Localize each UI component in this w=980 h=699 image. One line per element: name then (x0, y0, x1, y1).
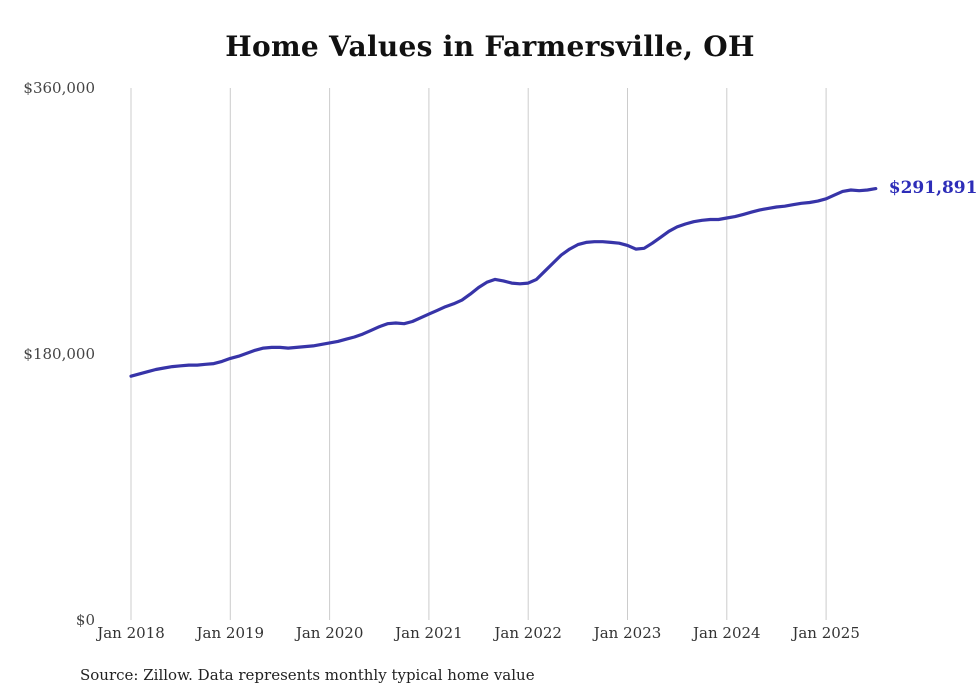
x-tick-label: Jan 2023 (593, 624, 662, 642)
chart-title: Home Values in Farmersville, OH (225, 30, 755, 63)
y-tick-label: $180,000 (23, 345, 95, 363)
x-tick-label: Jan 2024 (693, 624, 761, 642)
x-tick-label: Jan 2025 (792, 624, 860, 642)
y-tick-label: $0 (75, 611, 95, 629)
x-tick-label: Jan 2019 (196, 624, 265, 642)
x-tick-label: Jan 2020 (295, 624, 364, 642)
end-value-label: $291,891 (888, 177, 978, 198)
home-value-line (129, 187, 878, 378)
x-tick-label: Jan 2021 (395, 624, 463, 642)
x-tick-label: Jan 2018 (97, 624, 165, 642)
y-tick-label: $360,000 (23, 79, 95, 97)
source-note: Source: Zillow. Data represents monthly … (80, 666, 535, 684)
x-tick-label: Jan 2022 (494, 624, 562, 642)
